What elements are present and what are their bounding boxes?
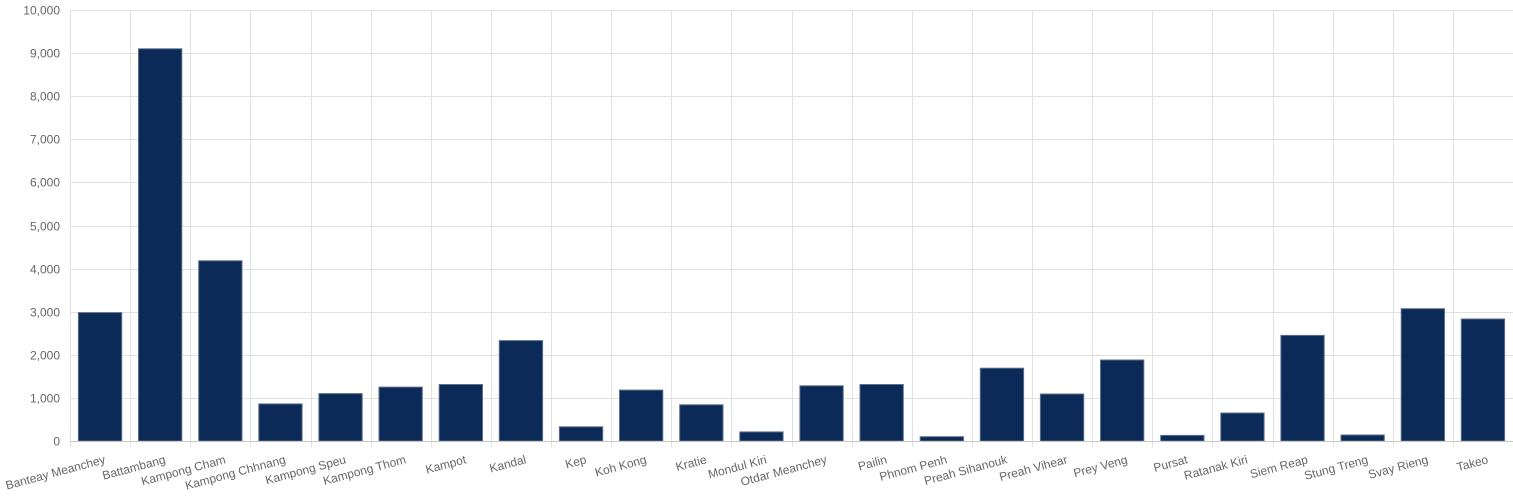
bar[interactable]: [859, 384, 904, 442]
bar[interactable]: [1340, 434, 1385, 442]
bar[interactable]: [1280, 334, 1325, 442]
bar[interactable]: [919, 436, 965, 442]
bar[interactable]: [679, 404, 724, 442]
y-tick-label: 3,000: [30, 306, 60, 320]
x-tick-label: Kandal: [488, 452, 528, 475]
bar[interactable]: [619, 389, 664, 442]
x-tick-label: Svay Rieng: [1367, 452, 1430, 481]
bar[interactable]: [378, 386, 423, 442]
x-tick-label: Siem Reap: [1248, 452, 1309, 481]
y-tick-label: 9,000: [30, 47, 60, 61]
bar[interactable]: [1100, 359, 1145, 442]
x-tick-label: Prey Veng: [1072, 452, 1129, 480]
y-tick-label: 0: [53, 435, 60, 449]
y-tick-label: 8,000: [30, 90, 60, 104]
bar[interactable]: [198, 260, 243, 442]
y-tick-label: 6,000: [30, 176, 60, 190]
bar[interactable]: [1220, 412, 1265, 442]
x-tick-label: Preah Vihear: [998, 452, 1069, 484]
bar[interactable]: [1400, 308, 1445, 442]
bar[interactable]: [1039, 393, 1085, 442]
grid: [70, 10, 1513, 447]
bar[interactable]: [1160, 434, 1205, 442]
x-tick-label: Kep: [564, 452, 589, 471]
y-axis-tick-labels: 0 1,000 2,000 3,000 4,000 5,000 6,000 7,000 8,00…: [23, 4, 60, 449]
bar[interactable]: [799, 385, 844, 442]
x-tick-label: Stung Treng: [1303, 452, 1370, 482]
bar[interactable]: [739, 431, 784, 442]
bar[interactable]: [979, 367, 1025, 442]
bar[interactable]: [438, 384, 484, 442]
x-tick-label: Banteay Meanchey: [4, 452, 107, 492]
bar[interactable]: [1460, 318, 1506, 442]
bar[interactable]: [138, 48, 183, 442]
y-tick-label: 1,000: [30, 392, 60, 406]
bar[interactable]: [258, 403, 303, 442]
bars: [77, 48, 1506, 442]
y-tick-label: 2,000: [30, 349, 60, 363]
x-tick-label: Takeo: [1455, 452, 1490, 474]
y-tick-label: 5,000: [30, 220, 60, 234]
bar[interactable]: [318, 393, 363, 442]
x-tick-label: Kratie: [674, 452, 708, 474]
x-tick-label: Ratanak Kiri: [1182, 452, 1249, 482]
y-tick-label: 7,000: [30, 133, 60, 147]
x-tick-label: Kampot: [424, 452, 468, 476]
y-tick-label: 10,000: [23, 4, 60, 18]
x-tick-label: Koh Kong: [593, 452, 648, 479]
bar[interactable]: [558, 426, 604, 442]
bar[interactable]: [498, 340, 544, 442]
y-tick-label: 4,000: [30, 263, 60, 277]
bar[interactable]: [77, 312, 123, 442]
